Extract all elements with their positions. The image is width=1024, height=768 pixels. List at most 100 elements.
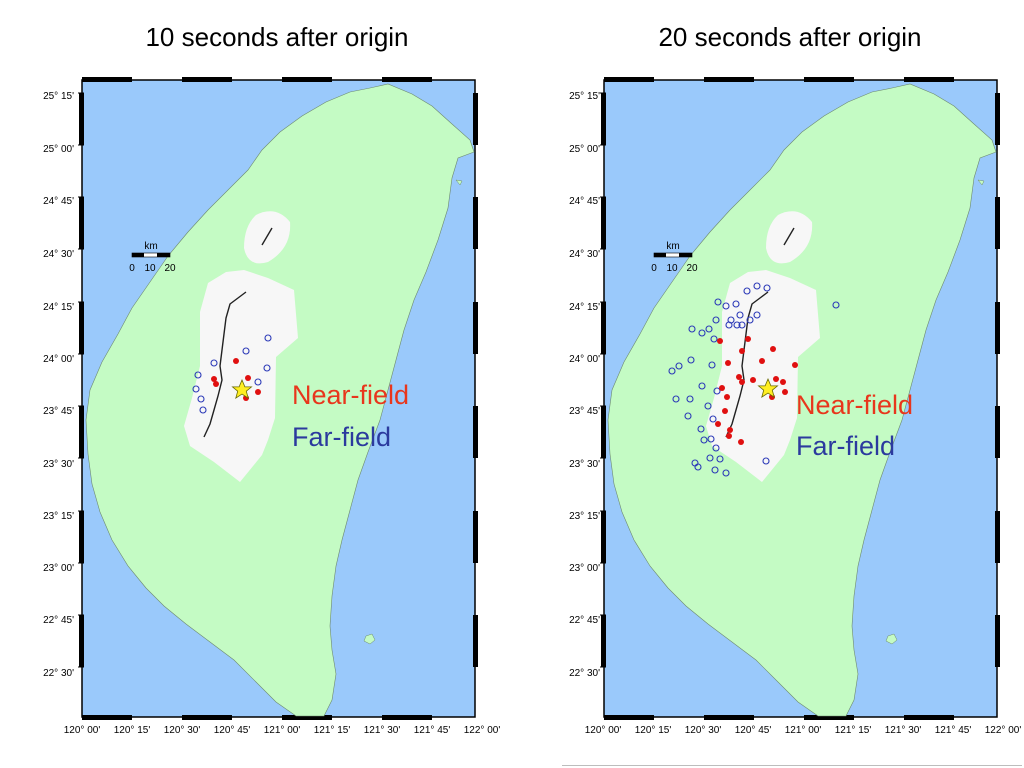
lat-label-right-11: 22° 30' bbox=[569, 668, 600, 679]
far-field-station bbox=[733, 321, 741, 329]
lon-label-left-5: 121° 15' bbox=[314, 725, 351, 736]
far-field-label-right: Far-field bbox=[796, 431, 896, 461]
far-field-station bbox=[722, 469, 730, 477]
lat-label-left-11: 22° 30' bbox=[43, 668, 74, 679]
scale-tick-left-0: 0 bbox=[129, 263, 135, 274]
lat-label-left-1: 25° 00' bbox=[43, 144, 74, 155]
far-field-station bbox=[698, 329, 706, 337]
far-field-station bbox=[832, 301, 840, 309]
lon-label-left-1: 120° 15' bbox=[114, 725, 151, 736]
far-field-station bbox=[687, 356, 695, 364]
far-field-station bbox=[697, 425, 705, 433]
panel-title-10s: 10 seconds after origin bbox=[145, 22, 409, 52]
lat-label-right-8: 23° 15' bbox=[569, 511, 600, 522]
near-field-label-right: Near-field bbox=[796, 390, 914, 420]
near-field-station bbox=[722, 408, 728, 414]
lat-label-left-8: 23° 15' bbox=[43, 511, 74, 522]
far-field-station bbox=[694, 463, 702, 471]
lat-label-right-4: 24° 15' bbox=[569, 302, 600, 313]
far-field-label-left: Far-field bbox=[292, 422, 392, 452]
far-field-station bbox=[732, 300, 740, 308]
far-field-station bbox=[688, 325, 696, 333]
near-field-station bbox=[245, 375, 251, 381]
far-field-station bbox=[753, 311, 761, 319]
lon-label-right-5: 121° 15' bbox=[835, 725, 872, 736]
far-field-station bbox=[706, 454, 714, 462]
scale-tick-right-0: 0 bbox=[651, 263, 657, 274]
near-field-station bbox=[739, 348, 745, 354]
lat-label-right-5: 24° 00' bbox=[569, 354, 600, 365]
lon-label-right-4: 121° 00' bbox=[785, 725, 822, 736]
lat-label-right-0: 25° 15' bbox=[569, 91, 600, 102]
star-icon bbox=[231, 378, 253, 400]
lat-label-right-6: 23° 45' bbox=[569, 406, 600, 417]
far-field-station bbox=[210, 359, 218, 367]
star-icon bbox=[757, 377, 779, 399]
near-field-station bbox=[211, 376, 217, 382]
near-field-station bbox=[736, 374, 742, 380]
far-field-station bbox=[713, 387, 721, 395]
lat-label-left-4: 24° 15' bbox=[43, 302, 74, 313]
scale-tick-right-10: 10 bbox=[666, 263, 678, 274]
near-field-station bbox=[725, 360, 731, 366]
near-field-station bbox=[782, 389, 788, 395]
far-field-station bbox=[668, 367, 676, 375]
map-panel-10s bbox=[77, 76, 479, 721]
lon-label-right-1: 120° 15' bbox=[635, 725, 672, 736]
near-field-label-left: Near-field bbox=[292, 380, 410, 410]
far-field-station bbox=[686, 395, 694, 403]
near-field-station bbox=[715, 421, 721, 427]
far-field-station bbox=[263, 364, 271, 372]
lat-label-left-5: 24° 00' bbox=[43, 354, 74, 365]
near-field-station bbox=[773, 376, 779, 382]
lat-label-left-10: 22° 45' bbox=[43, 615, 74, 626]
lon-label-left-2: 120° 30' bbox=[164, 725, 201, 736]
near-field-station bbox=[770, 346, 776, 352]
lat-label-left-9: 23° 00' bbox=[43, 563, 74, 574]
far-field-station bbox=[712, 444, 720, 452]
far-field-station bbox=[194, 371, 202, 379]
near-field-station bbox=[724, 394, 730, 400]
scale-tick-right-20: 20 bbox=[686, 263, 698, 274]
lon-label-right-2: 120° 30' bbox=[685, 725, 722, 736]
far-field-station bbox=[192, 385, 200, 393]
lat-label-left-0: 25° 15' bbox=[43, 91, 74, 102]
far-field-station bbox=[714, 298, 722, 306]
far-field-station bbox=[762, 457, 770, 465]
lat-label-right-7: 23° 30' bbox=[569, 459, 600, 470]
lat-label-right-9: 23° 00' bbox=[569, 563, 600, 574]
far-field-station bbox=[242, 347, 250, 355]
scale-unit-left: km bbox=[144, 241, 157, 252]
panel-title-20s: 20 seconds after origin bbox=[658, 22, 922, 52]
far-field-station bbox=[743, 287, 751, 295]
lat-label-left-2: 24° 45' bbox=[43, 196, 74, 207]
far-field-station bbox=[684, 412, 692, 420]
near-field-station bbox=[727, 427, 733, 433]
lat-label-right-1: 25° 00' bbox=[569, 144, 600, 155]
near-field-station bbox=[780, 379, 786, 385]
near-field-station bbox=[213, 381, 219, 387]
far-field-station bbox=[753, 282, 761, 290]
far-field-station bbox=[716, 455, 724, 463]
far-field-station bbox=[264, 334, 272, 342]
near-field-station bbox=[255, 389, 261, 395]
stations-20s bbox=[668, 282, 840, 477]
far-field-station bbox=[698, 382, 706, 390]
far-field-station bbox=[746, 316, 754, 324]
lat-label-right-10: 22° 45' bbox=[569, 615, 600, 626]
near-field-station bbox=[719, 385, 725, 391]
lon-label-left-8: 122° 00' bbox=[464, 725, 501, 736]
lon-label-left-4: 121° 00' bbox=[264, 725, 301, 736]
far-field-station bbox=[710, 335, 718, 343]
near-field-station bbox=[750, 377, 756, 383]
lon-label-right-7: 121° 45' bbox=[935, 725, 972, 736]
bottom-divider bbox=[562, 765, 1022, 766]
lon-label-right-3: 120° 45' bbox=[735, 725, 772, 736]
stations-10s bbox=[192, 334, 272, 414]
far-field-station bbox=[708, 361, 716, 369]
lat-label-left-3: 24° 30' bbox=[43, 249, 74, 260]
near-field-station bbox=[717, 338, 723, 344]
far-field-station bbox=[704, 402, 712, 410]
near-field-station bbox=[792, 362, 798, 368]
